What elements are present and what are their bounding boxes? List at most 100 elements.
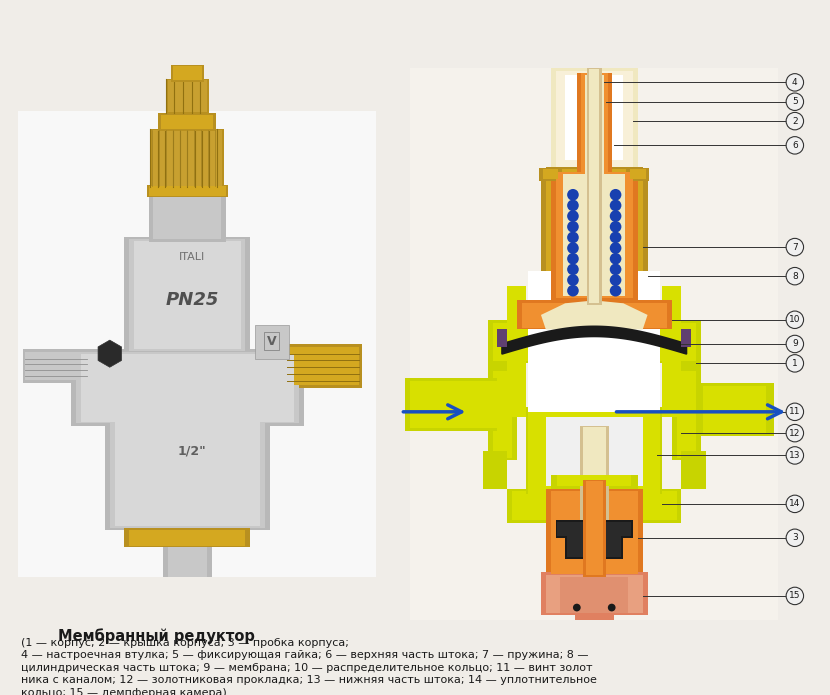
Circle shape [786, 113, 803, 130]
Bar [585, 481, 603, 575]
Circle shape [610, 189, 622, 201]
Bar [488, 368, 517, 460]
Bar [676, 371, 696, 458]
Bar [550, 475, 638, 489]
Text: 14: 14 [789, 500, 800, 508]
Text: PN25: PN25 [165, 291, 219, 309]
Bar [546, 417, 642, 486]
Circle shape [610, 275, 622, 286]
Bar [521, 303, 667, 327]
Bar [488, 320, 701, 363]
Text: 1: 1 [792, 359, 798, 368]
Bar [26, 352, 87, 380]
Bar [546, 172, 642, 302]
Circle shape [567, 253, 579, 265]
Text: 1/2": 1/2" [178, 444, 207, 457]
Text: 4 — настроечная втулка; 5 — фиксирующая гайка; 6 — верхняя часть штока; 7 — пруж: 4 — настроечная втулка; 5 — фиксирующая … [21, 651, 588, 660]
Bar [507, 489, 681, 523]
Bar [662, 286, 681, 417]
Bar [284, 344, 362, 388]
Circle shape [786, 335, 803, 353]
Bar [17, 111, 376, 577]
Bar [701, 383, 774, 436]
Bar [560, 577, 628, 614]
Circle shape [567, 189, 579, 201]
Bar [531, 409, 657, 491]
Text: 12: 12 [789, 429, 800, 438]
Bar [581, 73, 608, 206]
Bar [147, 185, 228, 197]
Bar [129, 530, 246, 546]
Text: 3: 3 [792, 533, 798, 542]
Circle shape [610, 231, 622, 243]
Bar [76, 352, 299, 423]
Bar [565, 535, 623, 559]
Bar [583, 427, 606, 482]
Text: 4: 4 [792, 78, 798, 87]
Circle shape [786, 93, 803, 111]
Circle shape [567, 221, 579, 233]
Bar [488, 325, 517, 417]
Bar [492, 371, 512, 458]
Bar [671, 325, 701, 417]
Bar [149, 186, 226, 196]
Bar [541, 170, 647, 305]
Bar [641, 412, 660, 494]
Bar [255, 325, 289, 359]
Text: кольцо; 15 — демпферная камера): кольцо; 15 — демпферная камера) [21, 688, 227, 695]
Text: 13: 13 [789, 451, 801, 460]
Circle shape [786, 238, 803, 256]
Circle shape [610, 221, 622, 233]
Bar [507, 286, 526, 417]
Circle shape [786, 311, 803, 329]
Bar [173, 66, 202, 81]
Bar [110, 416, 265, 528]
Circle shape [786, 495, 803, 513]
Bar [168, 81, 207, 113]
Text: 5: 5 [792, 97, 798, 106]
Bar [497, 329, 507, 347]
Text: 15: 15 [789, 591, 801, 600]
Circle shape [567, 263, 579, 275]
Circle shape [786, 587, 803, 605]
Text: 7: 7 [792, 243, 798, 252]
Bar [517, 300, 671, 329]
Bar [71, 349, 304, 426]
Bar [577, 73, 612, 208]
Bar [529, 271, 660, 412]
Text: Мембранный редуктор: Мембранный редуктор [58, 628, 255, 644]
Bar [405, 378, 497, 431]
Text: ника с каналом; 12 — золотниковая прокладка; 13 — нижняя часть штока; 14 — уплот: ника с каналом; 12 — золотниковая прокла… [21, 676, 597, 685]
Bar [671, 368, 701, 460]
Bar [558, 475, 631, 486]
Bar [410, 68, 779, 620]
Bar [550, 491, 638, 573]
Circle shape [610, 253, 622, 265]
Bar [171, 65, 203, 83]
Bar [150, 129, 224, 187]
Bar [410, 381, 497, 428]
Bar [681, 450, 706, 489]
Bar [81, 354, 294, 421]
Circle shape [786, 529, 803, 546]
Bar [483, 450, 507, 489]
Text: (1 — корпус; 2 — крышка корпуса; 3 — пробка корпуса;: (1 — корпус; 2 — крышка корпуса; 3 — про… [21, 637, 349, 648]
Bar [541, 169, 647, 177]
Circle shape [610, 199, 622, 211]
Bar [149, 194, 226, 243]
Circle shape [567, 211, 579, 222]
Circle shape [567, 199, 579, 211]
Bar [579, 426, 608, 484]
Bar [115, 418, 260, 526]
Bar [550, 172, 638, 300]
Text: 2: 2 [792, 117, 798, 126]
Bar [543, 169, 559, 179]
Text: 9: 9 [792, 339, 798, 348]
Bar [22, 349, 90, 383]
Text: 8: 8 [792, 272, 798, 281]
Bar [134, 241, 241, 349]
Circle shape [786, 354, 803, 372]
Bar [558, 522, 631, 536]
Bar [567, 536, 622, 557]
Bar [539, 167, 562, 181]
